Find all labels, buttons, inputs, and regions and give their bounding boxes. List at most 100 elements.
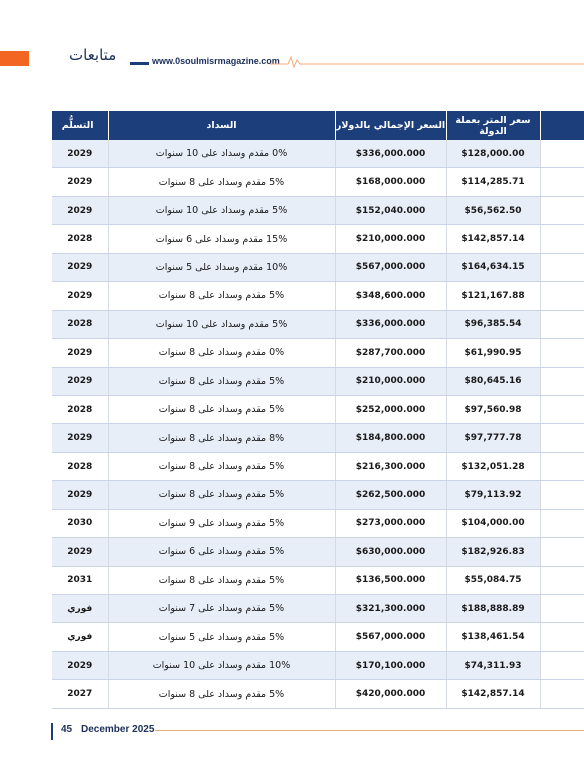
table-row: 2027 5% مقدم وسداد على 8 سنوات $420,000.00… (52, 679, 584, 709)
cell-payment: 5% مقدم وسداد على 8 سنوات (108, 367, 336, 396)
cell-total-usd: $567,000.000 (335, 253, 447, 283)
header-meter-price: سعر المتر بعملة الدولة (446, 111, 541, 140)
cell-extra (540, 167, 584, 197)
cell-payment: 10% مقدم وسداد على 10 سنوات (108, 651, 336, 681)
cell-meter-price: $121,167.88 (446, 281, 541, 311)
cell-payment: 0% مقدم وسداد على 8 سنوات (108, 338, 336, 368)
cell-meter-price: $96,385.54 (446, 310, 541, 340)
cell-total-usd: $630,000.000 (335, 537, 447, 567)
cell-payment: 15% مقدم وسداد على 6 سنوات (108, 224, 336, 254)
section-title: متابعات (69, 46, 117, 64)
cell-total-usd: $336,000.000 (335, 140, 447, 169)
section-tab-marker (0, 51, 29, 66)
table-row: 2029 10% مقدم وسداد على 5 سنوات $567,000.0… (52, 253, 584, 283)
cell-payment: 5% مقدم وسداد على 8 سنوات (108, 167, 336, 197)
cell-meter-price: $55,084.75 (446, 566, 541, 596)
cell-delivery: 2028 (52, 310, 109, 340)
cell-total-usd: $170,100.000 (335, 651, 447, 681)
cell-delivery: فوري (52, 622, 109, 652)
cell-delivery: 2029 (52, 367, 109, 396)
header-extra-column (540, 111, 584, 140)
cell-meter-price: $97,777.78 (446, 423, 541, 453)
table-row: 2029 10% مقدم وسداد على 10 سنوات $170,100.… (52, 651, 584, 681)
cell-total-usd: $210,000.000 (335, 367, 447, 396)
cell-payment: 5% مقدم وسداد على 6 سنوات (108, 537, 336, 567)
cell-extra (540, 452, 584, 482)
cell-meter-price: $164,634.15 (446, 253, 541, 283)
cell-total-usd: $348,600.000 (335, 281, 447, 311)
table-row: 2029 0% مقدم وسداد على 8 سنوات $287,700.00… (52, 338, 584, 368)
cell-total-usd: $273,000.000 (335, 509, 447, 539)
cell-payment: 0% مقدم وسداد على 10 سنوات (108, 140, 336, 169)
table-header-row: التسلُّم السداد السعر الإجمالي بالدولار … (52, 111, 584, 140)
cell-delivery: 2028 (52, 224, 109, 254)
cell-extra (540, 338, 584, 368)
cell-delivery: 2029 (52, 480, 109, 510)
table-row: 2028 15% مقدم وسداد على 6 سنوات $210,000.0… (52, 224, 584, 254)
cell-extra (540, 622, 584, 652)
cell-meter-price: $104,000.00 (446, 509, 541, 539)
cell-delivery: 2029 (52, 281, 109, 311)
cell-payment: 10% مقدم وسداد على 5 سنوات (108, 253, 336, 283)
cell-extra (540, 423, 584, 453)
cell-extra (540, 509, 584, 539)
cell-meter-price: $188,888.89 (446, 594, 541, 624)
cell-total-usd: $420,000.000 (335, 679, 447, 709)
cell-total-usd: $210,000.000 (335, 224, 447, 254)
cell-total-usd: $152,040.000 (335, 196, 447, 226)
price-table: التسلُّم السداد السعر الإجمالي بالدولار … (52, 111, 584, 709)
cell-extra (540, 679, 584, 709)
cell-total-usd: $252,000.000 (335, 395, 447, 425)
cell-delivery: 2029 (52, 338, 109, 368)
cell-payment: 5% مقدم وسداد على 8 سنوات (108, 679, 336, 709)
table-body: 2029 0% مقدم وسداد على 10 سنوات $336,000.0… (52, 140, 584, 709)
cell-payment: 5% مقدم وسداد على 10 سنوات (108, 196, 336, 226)
cell-total-usd: $321,300.000 (335, 594, 447, 624)
cell-meter-price: $74,311.93 (446, 651, 541, 681)
table-row: 2029 5% مقدم وسداد على 8 سنوات $210,000.00… (52, 367, 584, 396)
cell-meter-price: $114,285.71 (446, 167, 541, 197)
cell-meter-price: $138,461.54 (446, 622, 541, 652)
cell-payment: 5% مقدم وسداد على 8 سنوات (108, 480, 336, 510)
table-row: 2029 5% مقدم وسداد على 8 سنوات $262,500.00… (52, 480, 584, 510)
url-dash (130, 62, 149, 65)
table-row: 2029 0% مقدم وسداد على 10 سنوات $336,000.0… (52, 140, 584, 169)
cell-delivery: 2029 (52, 140, 109, 169)
footer-accent-bar (51, 723, 53, 740)
cell-meter-price: $79,113.92 (446, 480, 541, 510)
cell-extra (540, 281, 584, 311)
table-row: 2028 5% مقدم وسداد على 10 سنوات $336,000.0… (52, 310, 584, 340)
table-row: 2029 5% مقدم وسداد على 8 سنوات $168,000.00… (52, 167, 584, 197)
table-row: 2030 5% مقدم وسداد على 9 سنوات $273,000.00… (52, 509, 584, 539)
cell-meter-price: $56,562.50 (446, 196, 541, 226)
cell-payment: 8% مقدم وسداد على 8 سنوات (108, 423, 336, 453)
cell-extra (540, 196, 584, 226)
page-number: 45 (61, 724, 73, 735)
cell-payment: 5% مقدم وسداد على 8 سنوات (108, 566, 336, 596)
cell-total-usd: $168,000.000 (335, 167, 447, 197)
cell-total-usd: $567,000.000 (335, 622, 447, 652)
site-url: www.0soulmisrmagazine.com (152, 56, 280, 66)
header-payment: السداد (108, 111, 336, 140)
cell-total-usd: $262,500.000 (335, 480, 447, 510)
cell-delivery: 2029 (52, 537, 109, 567)
cell-meter-price: $182,926.83 (446, 537, 541, 567)
cell-extra (540, 224, 584, 254)
cell-delivery: 2031 (52, 566, 109, 596)
cell-extra (540, 253, 584, 283)
cell-extra (540, 594, 584, 624)
table-row: 2028 5% مقدم وسداد على 8 سنوات $252,000.00… (52, 395, 584, 425)
header-delivery: التسلُّم (52, 111, 109, 140)
cell-delivery: 2029 (52, 196, 109, 226)
cell-payment: 5% مقدم وسداد على 8 سنوات (108, 452, 336, 482)
cell-extra (540, 310, 584, 340)
cell-meter-price: $128,000.00 (446, 140, 541, 169)
cell-meter-price: $97,560.98 (446, 395, 541, 425)
cell-meter-price: $61,990.95 (446, 338, 541, 368)
cell-meter-price: $132,051.28 (446, 452, 541, 482)
cell-delivery: 2029 (52, 253, 109, 283)
cell-extra (540, 566, 584, 596)
cell-delivery: 2029 (52, 651, 109, 681)
cell-delivery: 2028 (52, 452, 109, 482)
footer-rule (155, 730, 584, 731)
